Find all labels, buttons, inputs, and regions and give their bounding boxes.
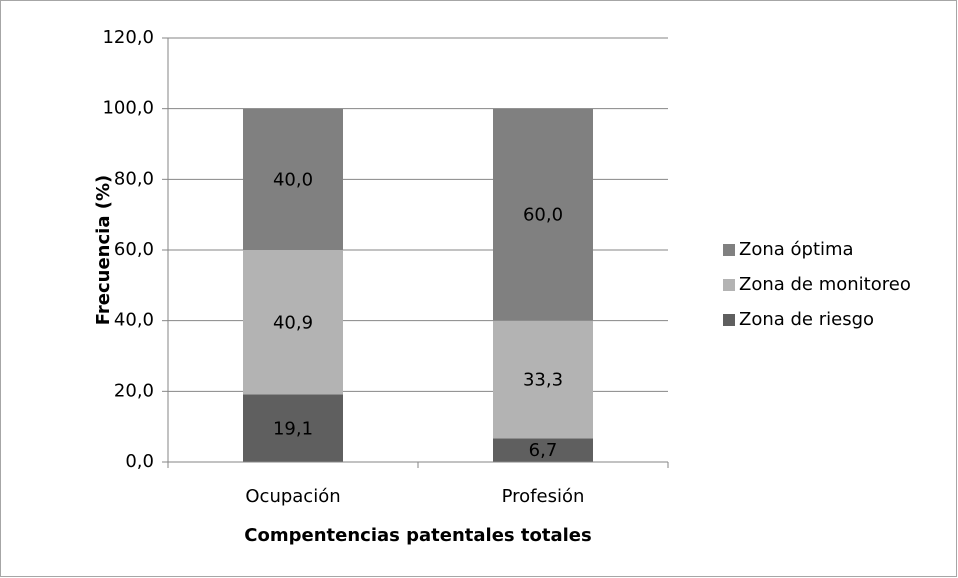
y-tick-label: 60,0 [114,239,154,260]
y-tick-label: 120,0 [102,27,154,48]
y-tick-label: 20,0 [114,380,154,401]
y-axis-label: Frecuencia (%) [93,175,114,325]
legend-swatch [723,279,735,291]
x-tick-label: Ocupación [245,486,340,507]
data-label: 19,1 [273,418,313,439]
data-label: 60,0 [523,205,563,226]
data-label: 40,0 [273,169,313,190]
legend-label: Zona óptima [739,239,854,260]
legend-swatch [723,244,735,256]
bar-segment [493,438,593,462]
legend-label: Zona de monitoreo [739,274,911,295]
data-label: 6,7 [529,440,558,461]
data-label: 33,3 [523,369,563,390]
legend-swatch [723,314,735,326]
y-tick-label: 0,0 [125,451,154,472]
legend-label: Zona de riesgo [739,309,874,330]
bar-segment [243,394,343,462]
y-tick-label: 40,0 [114,310,154,331]
bar-segment [493,320,593,439]
data-label: 40,9 [273,312,313,333]
y-tick-label: 80,0 [114,168,154,189]
y-tick-label: 100,0 [102,98,154,119]
x-tick-label: Profesión [502,486,585,507]
bar-segment [493,108,593,321]
bar-segment [243,108,343,251]
bar-segment [243,250,343,395]
x-axis-label: Compentencias patentales totales [244,525,591,546]
